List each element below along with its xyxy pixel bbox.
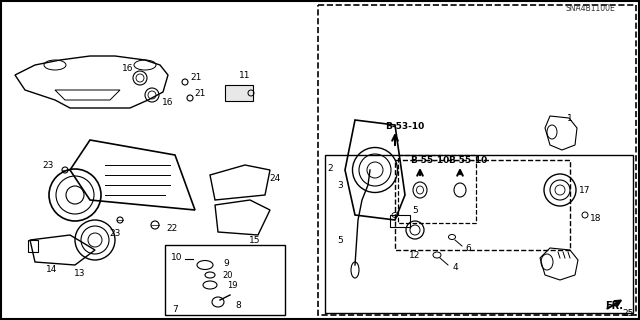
- Text: B-53-10: B-53-10: [385, 122, 424, 131]
- Text: 5: 5: [412, 205, 418, 214]
- Text: 16: 16: [163, 98, 173, 107]
- Text: 8: 8: [235, 300, 241, 309]
- Text: 24: 24: [269, 173, 280, 182]
- Bar: [318, 5, 636, 315]
- Text: 15: 15: [249, 236, 260, 244]
- Text: 5: 5: [337, 236, 343, 244]
- Bar: [395, 160, 570, 250]
- Text: 13: 13: [74, 268, 86, 277]
- Text: 23: 23: [42, 161, 54, 170]
- Text: 1: 1: [567, 114, 573, 123]
- Text: 2: 2: [327, 164, 333, 172]
- Bar: [165, 245, 285, 315]
- Text: 17: 17: [579, 186, 591, 195]
- Bar: [398, 155, 476, 223]
- Text: 4: 4: [452, 263, 458, 273]
- Text: 25: 25: [622, 308, 634, 317]
- Text: 10: 10: [172, 253, 183, 262]
- Text: 11: 11: [239, 70, 251, 79]
- Text: FR.: FR.: [605, 301, 623, 311]
- Text: 16: 16: [122, 63, 134, 73]
- Text: B-55-10: B-55-10: [449, 156, 488, 164]
- Text: 9: 9: [223, 259, 229, 268]
- Text: B-55-10: B-55-10: [410, 156, 450, 164]
- Text: SNA4B1100E: SNA4B1100E: [565, 4, 615, 12]
- Bar: [28, 240, 38, 252]
- Text: 12: 12: [410, 251, 420, 260]
- Bar: [325, 155, 633, 313]
- Text: 20: 20: [223, 270, 233, 279]
- Text: 22: 22: [166, 223, 178, 233]
- Text: 14: 14: [46, 266, 58, 275]
- Text: 21: 21: [190, 73, 202, 82]
- Text: 18: 18: [590, 213, 602, 222]
- Text: 3: 3: [337, 180, 343, 189]
- Bar: [225, 85, 253, 101]
- Text: 7: 7: [172, 306, 178, 315]
- Bar: [390, 215, 410, 227]
- Text: 19: 19: [227, 281, 237, 290]
- Text: 23: 23: [109, 228, 121, 237]
- Text: 6: 6: [465, 244, 471, 252]
- Text: 21: 21: [195, 89, 205, 98]
